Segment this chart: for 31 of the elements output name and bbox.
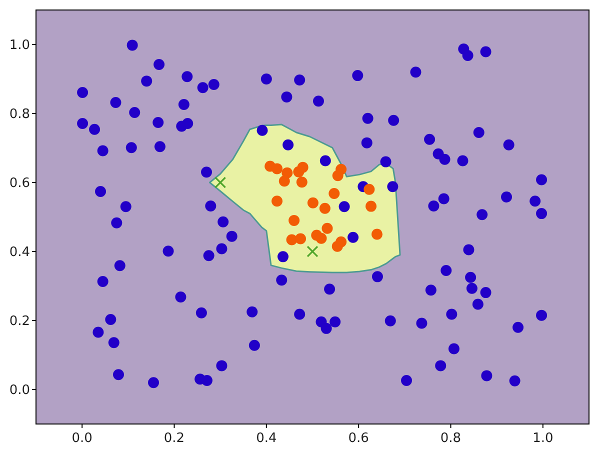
point [278, 176, 290, 187]
point [307, 197, 318, 208]
point [288, 214, 300, 226]
point [364, 184, 375, 195]
x-tick-label: 0.4 [256, 431, 277, 446]
point [296, 176, 308, 188]
point [272, 196, 283, 207]
y-tick-label: 1.0 [9, 38, 30, 54]
x-tick-label: 0.2 [164, 431, 185, 446]
point [306, 246, 318, 258]
point [319, 202, 330, 214]
y-tick-label: 0.0 [9, 383, 30, 398]
point [332, 170, 344, 182]
point [372, 228, 383, 240]
x-tick-label: 0.8 [440, 431, 462, 446]
point [272, 163, 283, 174]
point [295, 233, 306, 244]
y-tick-label: 0.2 [9, 314, 30, 330]
point [297, 162, 308, 173]
point [316, 232, 327, 244]
x-tick-label: 1.0 [532, 431, 554, 446]
point [328, 188, 340, 200]
point [366, 200, 377, 212]
point [322, 222, 333, 234]
y-tick-label: 0.6 [9, 176, 30, 192]
y-tick-label: 0.4 [9, 245, 30, 260]
y-tick-label: 0.8 [9, 107, 30, 122]
point [214, 176, 226, 188]
point [332, 240, 343, 252]
x-tick-label: 0.6 [348, 431, 369, 446]
x-tick-label: 0.0 [72, 431, 92, 446]
